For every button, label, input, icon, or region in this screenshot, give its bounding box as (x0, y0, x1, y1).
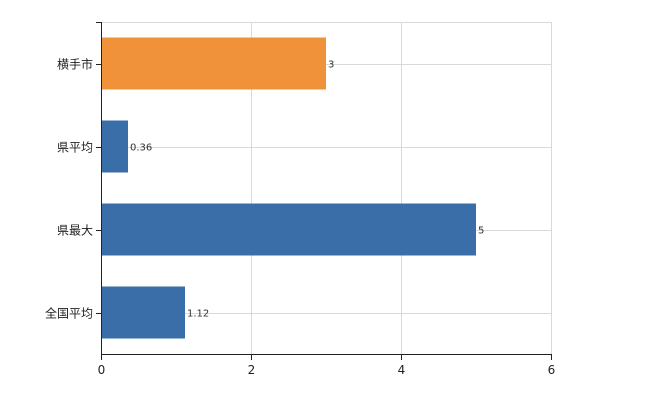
bar-value-label: 3 (328, 60, 334, 71)
y-tick-label: 横手市 (57, 57, 93, 72)
x-tick-label: 0 (98, 363, 106, 377)
y-tick-label: 県平均 (57, 141, 93, 155)
labels: 3 横手市 0.36 県平均 5 県最大 1.12 全国平均 0 2 4 6 (45, 57, 555, 378)
bar (101, 120, 128, 173)
bar-value-label: 0.36 (130, 143, 152, 154)
x-tick-label: 6 (548, 363, 556, 377)
bar (101, 203, 476, 256)
bar-value-label: 1.12 (187, 309, 209, 320)
bar (101, 37, 326, 90)
x-tick-label: 4 (398, 363, 406, 377)
y-tick-label: 県最大 (57, 224, 93, 238)
bar (101, 286, 185, 339)
bars (101, 37, 476, 339)
bar-value-label: 5 (478, 226, 484, 237)
x-tick-label: 2 (248, 363, 256, 377)
y-tick-label: 全国平均 (45, 306, 93, 321)
axes (96, 22, 552, 360)
